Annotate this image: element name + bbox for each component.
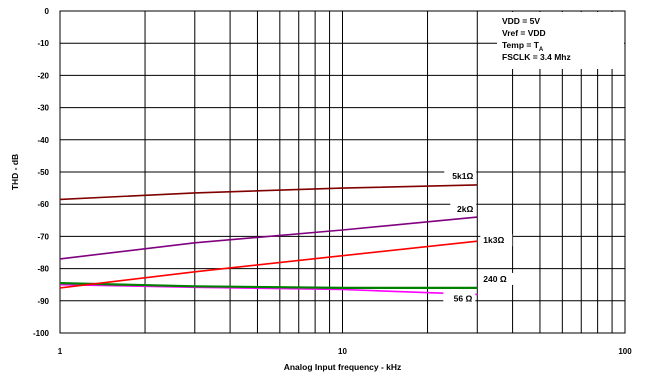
conditions-note-line: VDD = 5V [502, 16, 540, 26]
series-label: 1k3Ω [483, 235, 504, 245]
y-tick-label: -30 [37, 104, 49, 113]
series-line [59, 240, 478, 289]
y-tick-label: -70 [37, 232, 49, 241]
series-line [59, 184, 478, 201]
x-axis-title: Analog Input frequency - kHz [284, 362, 402, 372]
series-lines [59, 184, 478, 296]
series-label-bg [443, 292, 476, 305]
x-tick-label: 1 [58, 347, 63, 356]
series-label: 240 Ω [483, 274, 507, 284]
series-label-bg [480, 234, 513, 247]
series-label: 2kΩ [457, 204, 473, 214]
y-tick-labels: 0 -10 -20 -30 -40 -50 -60 -70 -80 -90 -100 [33, 7, 50, 338]
y-axis-title: THD - dB [10, 154, 20, 190]
series-line [59, 283, 478, 296]
y-tick-label: -60 [37, 200, 49, 209]
plot-frame [59, 10, 626, 334]
y-tick-label: -80 [37, 265, 49, 274]
y-tick-label: -50 [37, 168, 49, 177]
y-tick-label: -100 [33, 329, 50, 338]
series-label-bg [480, 272, 519, 285]
conditions-note-line: FSCLK = 3.4 Mhz [502, 52, 571, 62]
y-tick-label: -40 [37, 136, 49, 145]
series-line [59, 216, 478, 260]
conditions-note-bg [497, 12, 624, 69]
conditions-note-line: Temp = TA [502, 40, 544, 53]
y-tick-label: -90 [37, 297, 49, 306]
series-line [59, 282, 478, 289]
y-tick-label: 0 [45, 7, 50, 16]
x-tick-label: 100 [618, 347, 632, 356]
series-label-bg [450, 203, 477, 216]
x-tick-labels: 1 10 100 [58, 347, 632, 356]
series-label-bg [444, 169, 477, 182]
series-labels: 5k1Ω 2kΩ 1k3Ω 240 Ω 56 Ω [443, 169, 519, 305]
series-label: 5k1Ω [452, 171, 473, 181]
series-label: 56 Ω [454, 293, 473, 303]
y-tick-label: -20 [37, 71, 49, 80]
conditions-note-line: Vref = VDD [502, 28, 546, 38]
x-tick-label: 10 [338, 347, 347, 356]
conditions-note-subscript: A [539, 47, 544, 53]
y-tick-label: -10 [37, 39, 49, 48]
